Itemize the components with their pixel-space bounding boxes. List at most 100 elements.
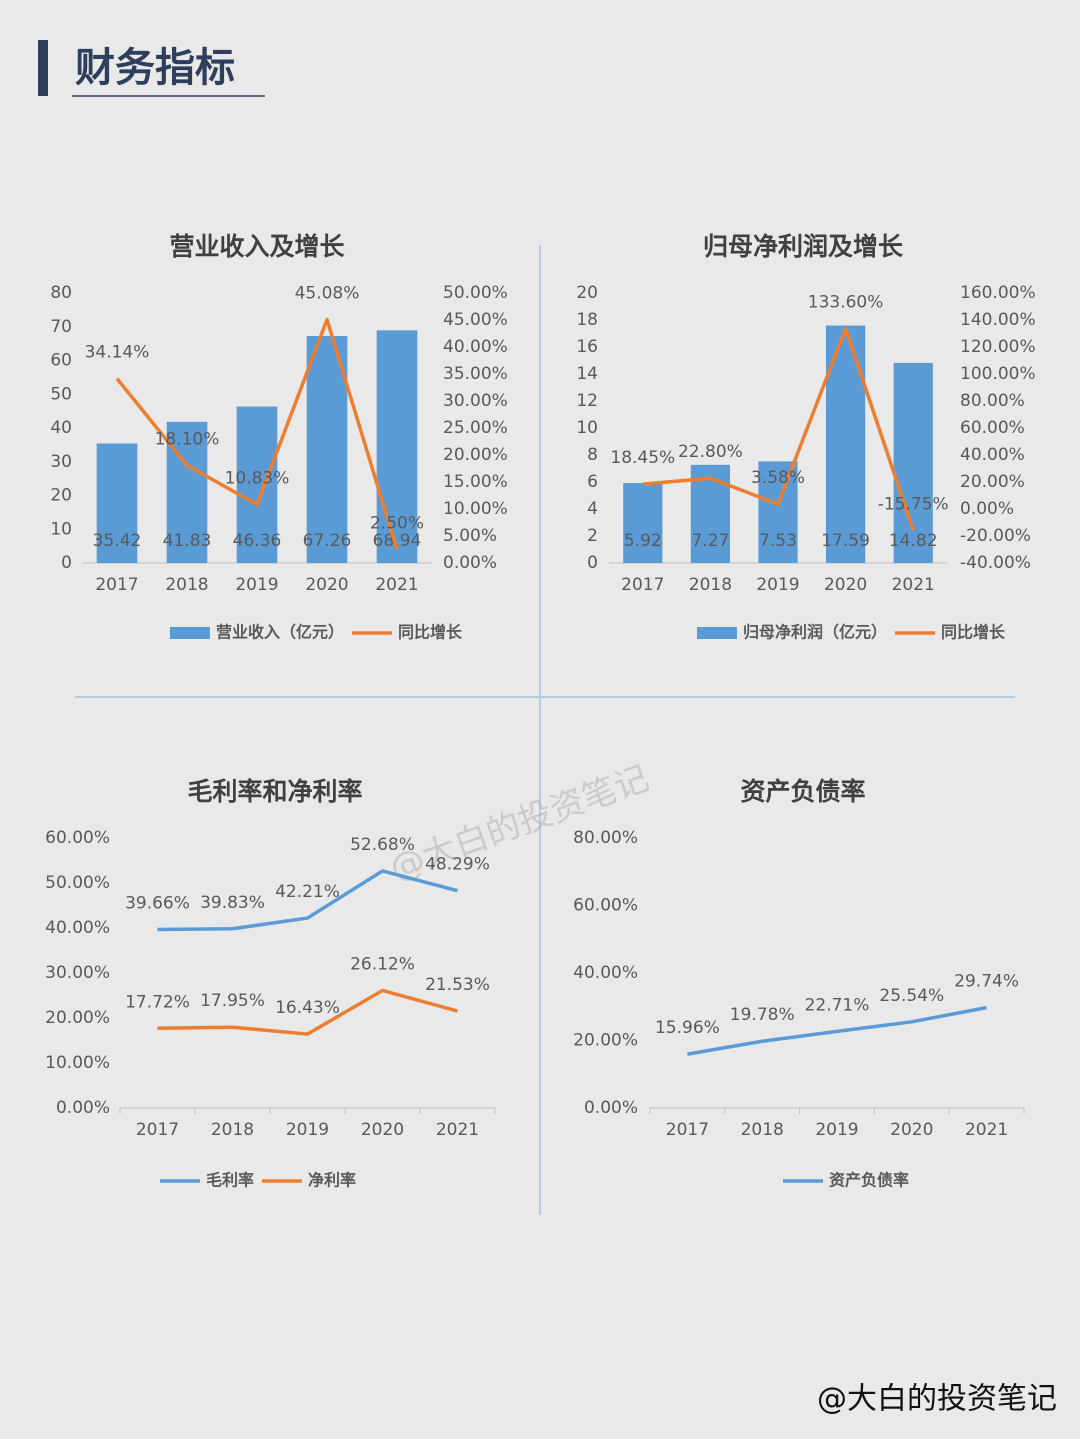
line-value-label: 22.80% bbox=[678, 442, 743, 462]
legend-label: 净利率 bbox=[308, 1171, 356, 1190]
y2-tick-label: 20.00% bbox=[443, 445, 508, 465]
line-value-label: 48.29% bbox=[425, 855, 490, 875]
legend-label: 同比增长 bbox=[941, 623, 1006, 642]
line-value-label: 3.58% bbox=[751, 468, 805, 488]
y-tick-label: 20.00% bbox=[45, 1008, 110, 1028]
bar bbox=[623, 483, 663, 563]
bar bbox=[306, 335, 348, 563]
x-tick-label: 2019 bbox=[815, 1120, 858, 1140]
x-tick-label: 2021 bbox=[436, 1120, 479, 1140]
legend: 归母净利润（亿元） 同比增长 bbox=[696, 623, 1006, 642]
x-tick-label: 2020 bbox=[361, 1120, 404, 1140]
y-tick-label: 30 bbox=[50, 452, 72, 472]
x-tick-label: 2017 bbox=[666, 1120, 709, 1140]
y2-tick-label: 45.00% bbox=[443, 310, 508, 330]
bar bbox=[758, 461, 798, 563]
y-tick-label: 10 bbox=[50, 519, 72, 539]
x-tick-label: 2017 bbox=[621, 575, 664, 595]
y-tick-label: 20 bbox=[50, 486, 72, 506]
line bbox=[687, 1005, 987, 1056]
chart-title: 归母净利润及增长 bbox=[703, 232, 904, 261]
line-value-label: 10.83% bbox=[225, 469, 290, 489]
bar bbox=[236, 406, 278, 563]
bar bbox=[96, 443, 138, 563]
bar-value-label: 17.59 bbox=[821, 531, 870, 551]
y-tick-label: 12 bbox=[576, 391, 598, 411]
bar bbox=[166, 421, 208, 563]
y-tick-label: 40.00% bbox=[573, 963, 638, 983]
y-tick-label: 60.00% bbox=[45, 828, 110, 848]
line-value-label: 39.66% bbox=[125, 894, 190, 914]
line-value-label: 21.53% bbox=[425, 975, 490, 995]
legend-label: 营业收入（亿元） bbox=[216, 623, 344, 642]
y-tick-label: 50 bbox=[50, 384, 72, 404]
y2-tick-label: 0.00% bbox=[960, 499, 1014, 519]
legend-label: 归母净利润（亿元） bbox=[743, 623, 887, 642]
x-tick-label: 2019 bbox=[286, 1120, 329, 1140]
y2-tick-label: 30.00% bbox=[443, 391, 508, 411]
legend-swatch bbox=[169, 627, 210, 639]
line bbox=[157, 988, 458, 1036]
bar-value-label: 67.26 bbox=[303, 531, 352, 551]
y2-tick-label: 10.00% bbox=[443, 499, 508, 519]
line-value-label: 19.78% bbox=[730, 1005, 795, 1025]
y2-tick-label: 40.00% bbox=[960, 445, 1025, 465]
footer: @大白的投资笔记 bbox=[817, 1382, 1057, 1417]
x-tick-label: 2018 bbox=[689, 575, 732, 595]
bar bbox=[690, 464, 731, 563]
y-tick-label: 80.00% bbox=[573, 828, 638, 848]
x-tick-label: 2018 bbox=[211, 1120, 254, 1140]
y-tick-label: 0 bbox=[61, 553, 72, 573]
y-tick-label: 40.00% bbox=[45, 918, 110, 938]
y-tick-label: 0.00% bbox=[584, 1098, 638, 1118]
legend-label: 资产负债率 bbox=[829, 1171, 909, 1190]
x-tick-label: 2019 bbox=[235, 575, 278, 595]
y2-tick-label: 5.00% bbox=[443, 526, 497, 546]
x-tick-label: 2021 bbox=[375, 575, 418, 595]
bar-value-label: 41.83 bbox=[163, 531, 212, 551]
line-value-label: 2.50% bbox=[370, 514, 424, 534]
y-tick-label: 6 bbox=[587, 472, 598, 492]
line-value-label: 17.95% bbox=[200, 991, 265, 1011]
legend: 资产负债率 bbox=[782, 1171, 909, 1190]
bar-value-label: 35.42 bbox=[93, 531, 142, 551]
bar-value-label: 5.92 bbox=[624, 531, 662, 551]
y2-tick-label: -40.00% bbox=[960, 553, 1031, 573]
line-value-label: 52.68% bbox=[350, 835, 415, 855]
y2-tick-label: 120.00% bbox=[960, 337, 1036, 357]
x-tick-label: 2020 bbox=[824, 575, 867, 595]
x-tick-label: 2018 bbox=[165, 575, 208, 595]
x-tick-label: 2017 bbox=[136, 1120, 179, 1140]
line-value-label: 22.71% bbox=[805, 995, 870, 1015]
x-tick-label: 2017 bbox=[95, 575, 138, 595]
line-value-label: 17.72% bbox=[125, 992, 190, 1012]
y2-tick-label: 25.00% bbox=[443, 418, 508, 438]
x-tick-label: 2018 bbox=[741, 1120, 784, 1140]
line-value-label: 26.12% bbox=[350, 954, 415, 974]
bar-value-label: 14.82 bbox=[889, 531, 938, 551]
y2-tick-label: 60.00% bbox=[960, 418, 1025, 438]
y-tick-label: 20.00% bbox=[573, 1031, 638, 1051]
y-tick-label: 2 bbox=[587, 526, 598, 546]
x-tick-label: 2020 bbox=[890, 1120, 933, 1140]
legend: 毛利率 净利率 bbox=[159, 1171, 356, 1190]
y2-tick-label: 40.00% bbox=[443, 337, 508, 357]
header-bar bbox=[38, 40, 48, 96]
y-tick-label: 16 bbox=[576, 337, 598, 357]
y2-tick-label: 140.00% bbox=[960, 310, 1036, 330]
line-value-label: 133.60% bbox=[808, 293, 884, 313]
y2-tick-label: 0.00% bbox=[443, 553, 497, 573]
y2-tick-label: 50.00% bbox=[443, 283, 508, 303]
line-value-label: 45.08% bbox=[295, 284, 360, 304]
y-tick-label: 4 bbox=[587, 499, 598, 519]
y-tick-label: 50.00% bbox=[45, 873, 110, 893]
y-tick-label: 14 bbox=[576, 364, 598, 384]
y2-tick-label: 35.00% bbox=[443, 364, 508, 384]
x-tick-label: 2021 bbox=[965, 1120, 1008, 1140]
y-tick-label: 60.00% bbox=[573, 896, 638, 916]
bar-value-label: 68.94 bbox=[373, 531, 422, 551]
line-value-label: 39.83% bbox=[200, 893, 265, 913]
line-value-label: 15.96% bbox=[655, 1018, 720, 1038]
